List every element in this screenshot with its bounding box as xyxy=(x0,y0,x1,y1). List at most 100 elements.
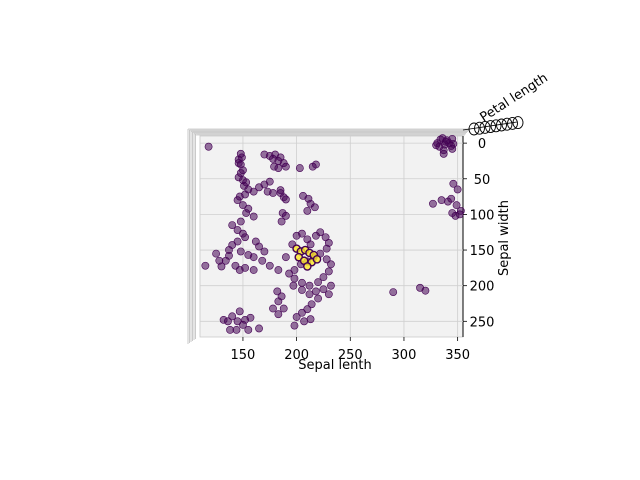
data-point xyxy=(246,313,255,322)
data-point xyxy=(421,286,430,295)
data-point xyxy=(204,142,213,151)
y-tick-label: 50 xyxy=(474,173,491,188)
data-point xyxy=(324,267,333,276)
data-point xyxy=(233,226,242,234)
data-point xyxy=(314,278,322,287)
data-point xyxy=(233,317,242,326)
x-tick-label: 300 xyxy=(392,348,417,363)
data-point xyxy=(241,233,249,242)
data-point xyxy=(274,164,283,172)
data-point xyxy=(319,273,328,282)
y-tick-label: 150 xyxy=(470,244,495,259)
data-point xyxy=(228,312,237,321)
data-point xyxy=(233,196,242,205)
data-point xyxy=(316,228,325,237)
highlight-point xyxy=(312,255,322,264)
data-point xyxy=(249,187,258,196)
data-point xyxy=(455,210,464,219)
data-point xyxy=(269,189,277,197)
data-point xyxy=(327,260,335,269)
data-point xyxy=(289,281,298,290)
data-point xyxy=(298,229,306,238)
x-axis-ticks: 150 200 250 300 350 xyxy=(231,337,470,363)
data-point xyxy=(295,164,304,172)
x-tick-label: 250 xyxy=(338,348,363,363)
data-point xyxy=(322,244,331,253)
data-point xyxy=(437,196,446,205)
data-point xyxy=(234,159,243,167)
data-point xyxy=(249,253,258,262)
data-point xyxy=(305,281,314,290)
data-point xyxy=(327,281,335,290)
data-point xyxy=(251,237,260,246)
data-point xyxy=(449,179,458,188)
data-point xyxy=(300,317,309,326)
data-point xyxy=(306,315,315,324)
data-point xyxy=(292,313,301,321)
data-point xyxy=(265,261,274,270)
data-point xyxy=(285,269,293,278)
data-point xyxy=(241,263,249,272)
data-point xyxy=(244,325,253,334)
x-tick-label: 150 xyxy=(231,348,256,363)
data-point xyxy=(303,206,312,215)
data-point xyxy=(226,325,234,334)
data-point xyxy=(310,203,319,212)
data-point xyxy=(274,310,283,319)
data-point xyxy=(314,294,322,303)
data-point xyxy=(312,287,320,296)
data-point xyxy=(228,221,237,229)
data-point xyxy=(312,160,320,169)
data-point xyxy=(429,199,437,208)
data-point xyxy=(236,217,245,226)
data-point xyxy=(239,201,247,210)
data-point xyxy=(444,197,452,206)
data-point xyxy=(298,308,306,317)
data-point xyxy=(281,253,290,262)
data-point xyxy=(235,307,244,316)
data-point xyxy=(221,256,230,265)
data-point xyxy=(441,137,450,146)
data-point xyxy=(389,288,398,296)
data-point xyxy=(453,185,462,194)
data-point xyxy=(233,237,242,246)
data-point xyxy=(281,195,290,204)
data-point xyxy=(298,286,306,294)
data-point xyxy=(281,211,290,220)
data-point xyxy=(303,305,312,314)
y-axis-ticks: 0 50 100 150 200 250 xyxy=(463,137,494,330)
data-point xyxy=(322,255,331,264)
highlight-points xyxy=(292,244,322,271)
data-point xyxy=(274,266,283,274)
data-point xyxy=(306,240,315,249)
data-point xyxy=(319,285,328,294)
data-point xyxy=(324,290,333,299)
z-axis xyxy=(462,116,524,136)
data-point xyxy=(276,186,285,195)
data-point xyxy=(307,300,316,309)
data-point xyxy=(255,324,263,333)
data-point xyxy=(239,320,247,329)
data-point xyxy=(290,321,299,330)
data-point xyxy=(249,212,258,221)
data-point xyxy=(281,162,290,171)
y-tick-label: 200 xyxy=(470,280,495,295)
data-point xyxy=(212,249,221,258)
data-point xyxy=(305,290,314,299)
data-point xyxy=(224,317,232,326)
data-point xyxy=(265,177,274,186)
data-point xyxy=(298,278,306,287)
x-tick-label: 350 xyxy=(445,348,470,363)
data-point xyxy=(274,297,283,306)
data-point xyxy=(242,209,251,217)
data-point xyxy=(273,287,282,296)
y-tick-label: 250 xyxy=(470,315,495,330)
x-axis-label: Sepal lenth xyxy=(298,358,371,373)
data-point xyxy=(452,201,461,210)
z-axis-line xyxy=(462,121,518,131)
highlight-point xyxy=(303,262,312,271)
data-point xyxy=(290,274,299,283)
data-point xyxy=(260,247,269,256)
x-tick-label: 200 xyxy=(284,348,309,363)
